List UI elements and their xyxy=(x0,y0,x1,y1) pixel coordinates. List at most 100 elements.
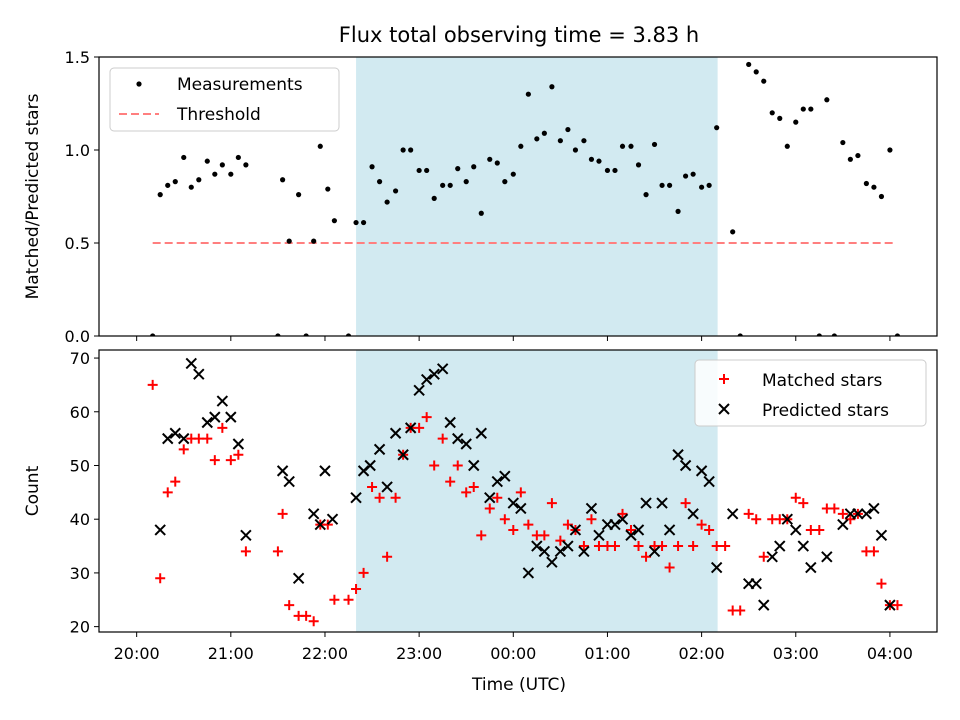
data-point xyxy=(475,427,487,439)
data-point xyxy=(703,475,715,488)
data-point xyxy=(360,219,367,226)
data-point xyxy=(397,449,409,461)
y-tick-label: 0.0 xyxy=(65,327,90,346)
data-point xyxy=(664,562,675,573)
data-point xyxy=(460,438,472,450)
data-point xyxy=(710,561,723,574)
data-point xyxy=(364,459,376,472)
data-point xyxy=(329,594,340,605)
data-point xyxy=(690,171,696,177)
data-point xyxy=(228,171,234,177)
data-point xyxy=(774,540,786,552)
data-point xyxy=(307,508,320,520)
data-point xyxy=(892,600,903,611)
data-point xyxy=(308,616,319,627)
y-tick-label: 60 xyxy=(70,403,90,422)
data-point xyxy=(769,110,775,116)
data-point xyxy=(240,546,251,557)
x-tick-label: 03:00 xyxy=(773,644,819,663)
data-point xyxy=(593,541,604,552)
data-point xyxy=(193,368,205,380)
data-point xyxy=(562,540,574,552)
data-point xyxy=(675,208,681,214)
y-axis-label: Count xyxy=(23,465,43,516)
data-point xyxy=(325,186,331,192)
data-point xyxy=(233,449,244,460)
data-point xyxy=(852,508,864,520)
data-point xyxy=(666,182,673,188)
data-point xyxy=(758,551,769,562)
data-point xyxy=(596,158,602,164)
data-point xyxy=(492,492,503,503)
data-point xyxy=(420,373,433,386)
data-point xyxy=(821,551,833,563)
x-tick-label: 20:00 xyxy=(114,644,160,663)
data-point xyxy=(502,179,508,185)
data-point xyxy=(758,599,770,611)
data-point xyxy=(424,167,430,174)
data-point xyxy=(617,508,628,519)
data-point xyxy=(894,333,901,336)
data-point xyxy=(476,530,487,541)
data-point xyxy=(204,158,210,164)
data-point xyxy=(416,167,422,174)
data-point xyxy=(632,524,645,536)
x-tick-label: 02:00 xyxy=(679,644,725,663)
data-point xyxy=(643,192,649,198)
y-tick-label: 0.5 xyxy=(65,234,90,253)
data-point xyxy=(837,518,849,531)
top-axes-measurement-ratio: 0.0 0.5 1.0 1.5 Matched/Predicted stars Measu… xyxy=(23,48,938,346)
data-point xyxy=(147,379,158,390)
data-point xyxy=(515,487,526,498)
data-point xyxy=(586,514,597,525)
data-point xyxy=(303,333,309,336)
data-point xyxy=(805,561,817,574)
data-point xyxy=(487,156,493,162)
data-point xyxy=(534,136,540,142)
data-point xyxy=(616,513,629,525)
data-point xyxy=(185,357,197,370)
data-point xyxy=(847,156,853,162)
data-point xyxy=(322,519,333,530)
data-point xyxy=(369,164,375,170)
data-point xyxy=(706,182,712,188)
data-point xyxy=(284,600,295,611)
legend-marker-matched xyxy=(719,374,729,384)
data-point xyxy=(884,599,896,611)
data-point xyxy=(581,138,587,144)
data-point xyxy=(750,577,762,590)
legend-box xyxy=(694,359,927,427)
data-point xyxy=(414,422,425,433)
data-point xyxy=(280,177,286,183)
data-point xyxy=(499,514,510,525)
data-point xyxy=(196,177,202,183)
x-tick-label: 00:00 xyxy=(490,644,536,663)
data-point xyxy=(793,119,799,125)
data-point xyxy=(468,459,480,472)
data-point xyxy=(656,497,668,509)
data-point xyxy=(484,492,496,504)
data-point xyxy=(875,529,888,542)
data-point xyxy=(569,524,582,536)
data-point xyxy=(805,524,816,535)
data-point xyxy=(193,433,204,444)
data-point xyxy=(421,412,432,423)
data-point xyxy=(491,475,503,488)
data-point xyxy=(651,141,658,148)
data-point xyxy=(640,497,652,509)
data-point xyxy=(538,545,551,558)
data-point xyxy=(235,154,241,161)
data-point xyxy=(275,333,281,336)
data-point xyxy=(272,546,283,557)
data-point xyxy=(345,333,352,336)
data-point xyxy=(673,541,684,552)
data-point xyxy=(408,147,414,153)
data-point xyxy=(373,443,386,456)
data-point xyxy=(353,219,359,226)
data-point xyxy=(648,545,661,558)
data-point xyxy=(546,498,557,509)
data-point xyxy=(494,160,500,166)
data-point xyxy=(831,333,837,336)
data-point xyxy=(286,238,292,244)
data-point xyxy=(169,427,181,439)
